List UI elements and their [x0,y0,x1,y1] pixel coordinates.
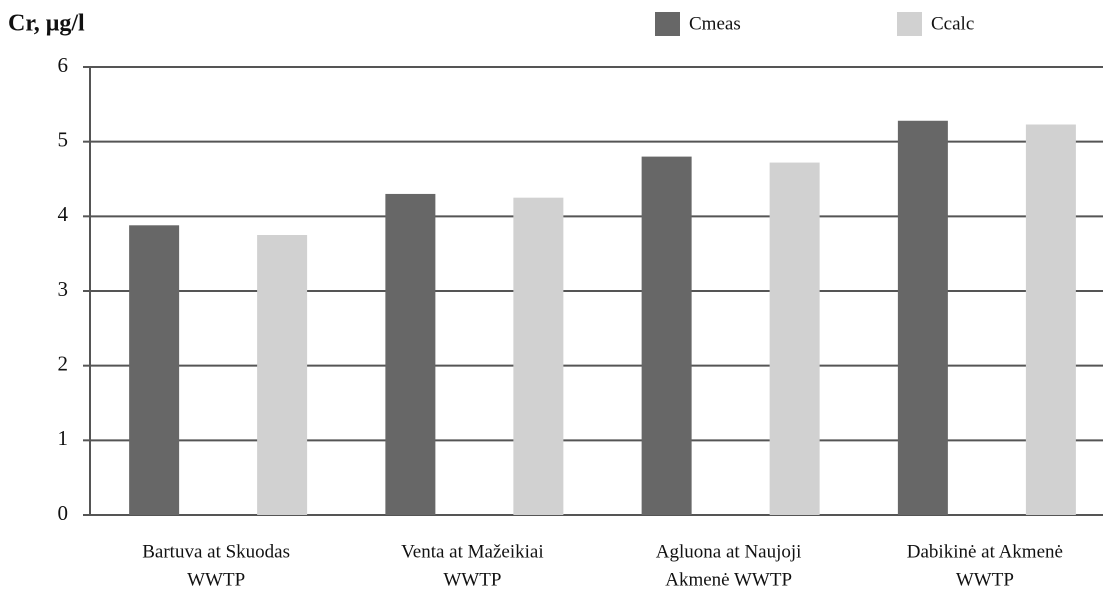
legend-swatch [897,12,922,36]
bar [769,162,820,515]
x-tick-label: Akmenė WWTP [665,569,792,590]
y-axis-label: Cr, μg/l [8,11,85,37]
y-tick-label: 1 [58,426,69,450]
y-tick-label: 4 [58,202,69,226]
y-tick-label: 6 [58,53,69,77]
x-tick-label: Dabikinė at Akmenė [907,541,1063,562]
y-tick-label: 0 [58,501,69,525]
bar [1025,124,1076,515]
bar [129,225,180,515]
bar [513,197,564,515]
legend-label: Ccalc [931,13,974,34]
x-tick-label: WWTP [443,569,501,590]
y-tick-label: 5 [58,127,69,151]
bar [257,235,308,515]
legend-swatch [655,12,680,36]
x-tick-label: WWTP [187,569,245,590]
y-tick-label: 3 [58,277,69,301]
x-tick-label: Bartuva at Skuodas [142,541,290,562]
bar [897,120,948,515]
x-tick-label: WWTP [956,569,1014,590]
legend-label: Cmeas [689,13,741,34]
y-tick-label: 2 [58,351,69,375]
bar [641,156,692,515]
x-tick-label: Agluona at Naujoji [656,541,802,562]
x-tick-label: Venta at Mažeikiai [401,541,543,562]
bar [385,193,436,515]
